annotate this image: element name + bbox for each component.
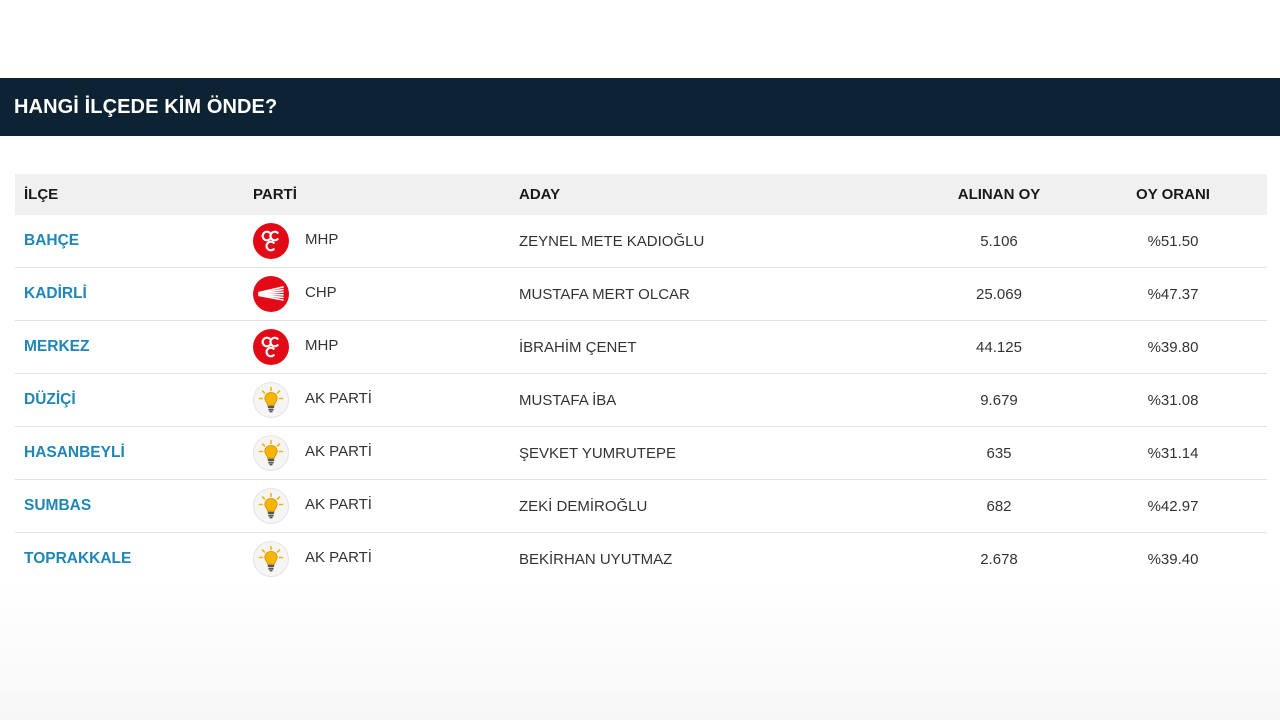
vote-count: 2.678	[980, 550, 1018, 568]
party-cell: MHP	[253, 215, 519, 268]
section-title: HANGİ İLÇEDE KİM ÖNDE?	[14, 95, 278, 118]
district-results-table: İLÇE PARTİ ADAY ALINAN OY OY ORANI BAHÇE…	[15, 174, 1267, 585]
vote-count: 682	[919, 479, 1079, 533]
vote-count: 9.679	[919, 373, 1079, 427]
district-link[interactable]: MERKEZ	[15, 320, 253, 374]
ak-parti-logo-icon	[253, 435, 289, 471]
district-link[interactable]: DÜZİÇİ	[15, 373, 253, 427]
chp-logo-icon	[253, 276, 289, 312]
ak-parti-logo-icon	[253, 541, 289, 577]
column-header-district: İLÇE	[24, 186, 59, 203]
column-header-votes: ALINAN OY	[957, 186, 1041, 203]
vote-ratio: %51.50	[1079, 215, 1267, 268]
party-wrap: AK PARTİ	[253, 541, 519, 577]
party-name: CHP	[305, 284, 337, 301]
party-name: MHP	[305, 337, 339, 354]
table-row: SUMBAS AK PARTİ ZEKİ DEMİROĞLU 682 %42.9…	[15, 479, 1267, 533]
column-header-party: PARTİ	[253, 186, 297, 203]
candidate-name: ZEYNEL METE KADIOĞLU	[519, 215, 919, 268]
table-row: KADİRLİ CHP MUSTAFA MERT OLCAR 25.069 %4…	[15, 267, 1267, 321]
district-link[interactable]: BAHÇE	[15, 215, 253, 268]
candidate-name: BEKİRHAN UYUTMAZ	[519, 550, 673, 568]
party-cell: AK PARTİ	[253, 426, 519, 480]
table-row: MERKEZ MHP İBRAHİM ÇENET 44.125 %39.80	[15, 320, 1267, 374]
table-row: TOPRAKKALE AK PARTİ BEKİRHAN UYUTMAZ 2.6…	[15, 533, 1267, 586]
district-link[interactable]: SUMBAS	[15, 479, 253, 533]
candidate-name: MUSTAFA İBA	[519, 373, 919, 427]
candidate-name: ŞEVKET YUMRUTEPE	[519, 426, 919, 480]
party-cell: AK PARTİ	[253, 373, 519, 427]
mhp-logo-icon	[253, 329, 289, 365]
section-header: HANGİ İLÇEDE KİM ÖNDE?	[0, 78, 1280, 136]
party-name: MHP	[305, 231, 339, 248]
vote-count: 44.125	[919, 320, 1079, 374]
vote-ratio: %42.97	[1079, 479, 1267, 533]
district-link[interactable]: KADİRLİ	[15, 267, 253, 321]
party-wrap: MHP	[253, 329, 519, 365]
district-link[interactable]: HASANBEYLİ	[15, 426, 253, 480]
vote-count: 5.106	[919, 215, 1079, 268]
table-row: HASANBEYLİ AK PARTİ ŞEVKET YUMRUTEPE 635…	[15, 426, 1267, 480]
vote-ratio: %31.14	[1079, 426, 1267, 480]
table-header-row: İLÇE PARTİ ADAY ALINAN OY OY ORANI	[15, 174, 1267, 215]
party-name: AK PARTİ	[305, 549, 372, 566]
party-wrap: AK PARTİ	[253, 382, 519, 418]
candidate-name: İBRAHİM ÇENET	[519, 320, 919, 374]
table-row: BAHÇE MHP ZEYNEL METE KADIOĞLU 5.106 %51…	[15, 215, 1267, 268]
ak-parti-logo-icon	[253, 488, 289, 524]
party-wrap: AK PARTİ	[253, 435, 519, 471]
party-wrap: CHP	[253, 276, 519, 312]
ak-parti-logo-icon	[253, 382, 289, 418]
mhp-logo-icon	[253, 223, 289, 259]
column-header-candidate: ADAY	[519, 186, 561, 203]
party-name: AK PARTİ	[305, 390, 372, 407]
district-link[interactable]: TOPRAKKALE	[24, 550, 132, 567]
vote-ratio: %31.08	[1079, 373, 1267, 427]
candidate-name: ZEKİ DEMİROĞLU	[519, 479, 919, 533]
column-header-ratio: OY ORANI	[1136, 186, 1210, 203]
party-wrap: MHP	[253, 223, 519, 259]
party-wrap: AK PARTİ	[253, 488, 519, 524]
vote-count: 25.069	[919, 267, 1079, 321]
party-name: AK PARTİ	[305, 443, 372, 460]
party-cell: AK PARTİ	[253, 533, 519, 586]
table-row: DÜZİÇİ AK PARTİ MUSTAFA İBA 9.679 %31.08	[15, 373, 1267, 427]
table-body: BAHÇE MHP ZEYNEL METE KADIOĞLU 5.106 %51…	[15, 215, 1267, 585]
party-cell: AK PARTİ	[253, 479, 519, 533]
party-name: AK PARTİ	[305, 496, 372, 513]
party-cell: MHP	[253, 320, 519, 374]
vote-ratio: %39.80	[1079, 320, 1267, 374]
candidate-name: MUSTAFA MERT OLCAR	[519, 267, 919, 321]
vote-ratio: %47.37	[1079, 267, 1267, 321]
table-header: İLÇE PARTİ ADAY ALINAN OY OY ORANI	[15, 174, 1267, 215]
vote-count: 635	[919, 426, 1079, 480]
party-cell: CHP	[253, 267, 519, 321]
vote-ratio: %39.40	[1147, 550, 1199, 568]
